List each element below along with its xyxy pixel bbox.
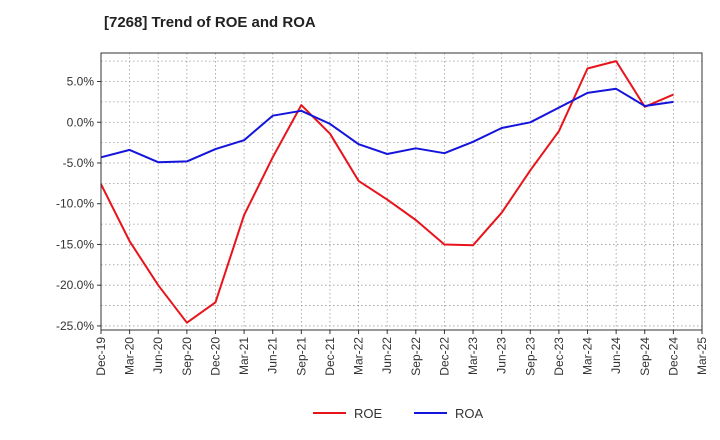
x-tick-label: Mar-20 bbox=[123, 337, 137, 375]
y-tick-label: 5.0% bbox=[67, 75, 95, 89]
x-tick-label: Sep-20 bbox=[180, 337, 194, 376]
y-tick-label: -15.0% bbox=[56, 237, 94, 251]
y-tick-label: -10.0% bbox=[56, 197, 94, 211]
x-tick-label: Jun-23 bbox=[495, 337, 509, 374]
roe-line bbox=[100, 60, 674, 324]
x-tick-label: Sep-21 bbox=[294, 337, 308, 376]
x-tick-label: Sep-24 bbox=[638, 337, 652, 376]
x-tick-label: Dec-21 bbox=[323, 337, 337, 376]
x-tick-label: Mar-24 bbox=[581, 337, 595, 375]
y-tick-label: -25.0% bbox=[56, 319, 94, 333]
series-lines bbox=[100, 60, 674, 324]
x-tick-label: Dec-22 bbox=[437, 337, 451, 376]
legend: ROE ROA bbox=[313, 406, 484, 421]
y-tick-label: -5.0% bbox=[63, 156, 95, 170]
y-tick-label: 0.0% bbox=[67, 115, 95, 129]
chart-title: [7268] Trend of ROE and ROA bbox=[104, 14, 316, 31]
x-tick-label: Mar-25 bbox=[695, 337, 709, 375]
x-tick-label: Jun-20 bbox=[151, 337, 165, 374]
x-tick-label: Sep-23 bbox=[523, 337, 537, 376]
x-tick-label: Mar-21 bbox=[237, 337, 251, 375]
y-tick-label: -20.0% bbox=[56, 278, 94, 292]
plot-frame bbox=[100, 52, 703, 331]
x-tick-label: Dec-24 bbox=[666, 337, 680, 376]
roa-legend-label: ROA bbox=[455, 406, 484, 421]
x-tick-label: Jun-21 bbox=[266, 337, 280, 374]
x-tick-label: Mar-23 bbox=[466, 337, 480, 375]
x-tick-label: Dec-19 bbox=[94, 337, 108, 376]
y-axis: 5.0% 0.0% -5.0% -10.0% -15.0% -20.0% -25.0% bbox=[56, 75, 101, 333]
x-tick-label: Dec-20 bbox=[208, 337, 222, 376]
x-tick-label: Jun-24 bbox=[609, 337, 623, 374]
x-tick-label: Dec-23 bbox=[552, 337, 566, 376]
roe-legend-label: ROE bbox=[354, 406, 383, 421]
gridlines bbox=[100, 53, 703, 330]
x-axis: Dec-19 Mar-20 Jun-20 Sep-20 Dec-20 Mar-21 Jun-… bbox=[94, 330, 709, 376]
x-tick-label: Mar-22 bbox=[352, 337, 366, 375]
x-tick-label: Sep-22 bbox=[409, 337, 423, 376]
roa-line bbox=[100, 87, 674, 164]
x-tick-label: Jun-22 bbox=[380, 337, 394, 374]
